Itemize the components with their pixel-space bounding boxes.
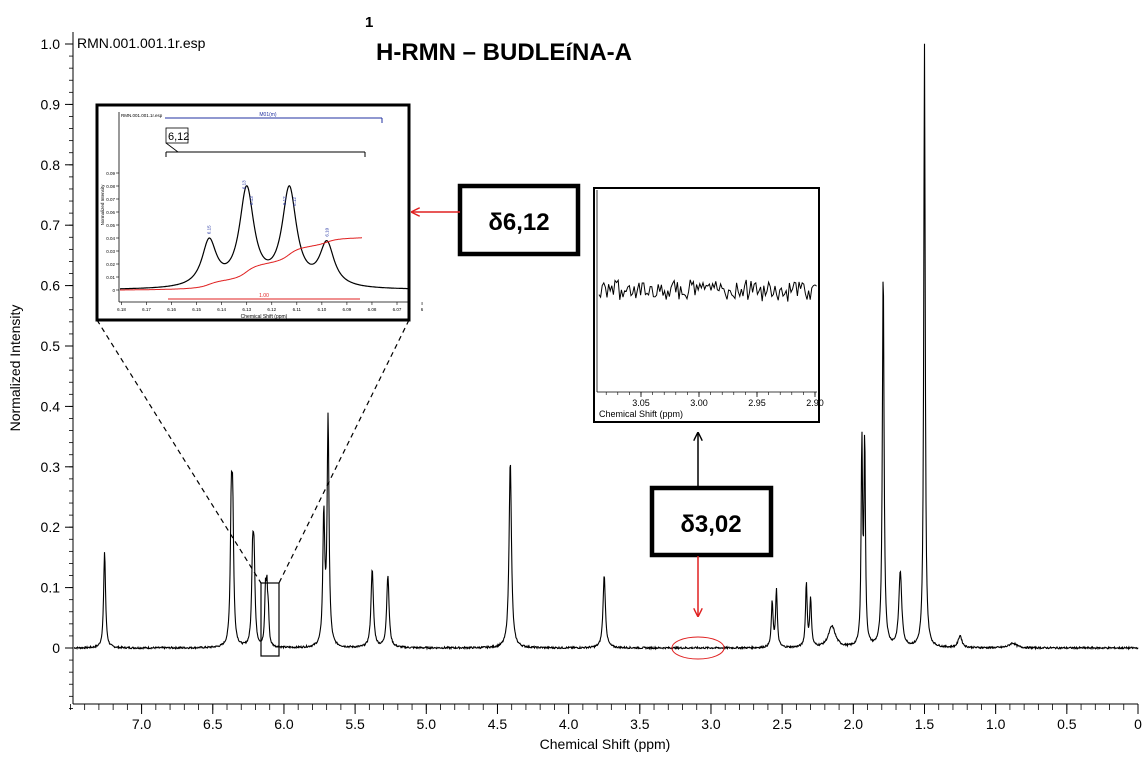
inset-6-12-integral-label: 6,12 [168,131,189,143]
inset-6-12-spectrum [120,185,409,290]
x-axis-label: Chemical Shift (ppm) [540,736,671,752]
y-tick-label: 0.4 [41,398,61,414]
inset-3-02-noise-line [598,278,817,302]
inset-6-12-x-tick-label: 6.09 [343,307,352,312]
y-ticks: 0 0.1 0.2 0.3 0.4 0.5 0.6 0.7 0.8 0.9 1.0 [41,36,73,709]
y-tick-label: 0.1 [41,580,61,596]
x-tick-label: 4.5 [488,716,508,732]
x-tick-label: 3.5 [630,716,650,732]
callout-3-02-label: δ3,02 [680,511,741,538]
x-tick-label: 6.0 [274,716,294,732]
inset-6-12-y-tick-label: 0.05 [106,223,115,228]
x-tick-label: 2.0 [844,716,864,732]
y-tick-label: 1.0 [41,36,61,52]
zoom-line-left [96,319,262,584]
x-tick-label: 1.0 [986,716,1006,732]
file-label: RMN.001.001.1r.esp [77,35,206,51]
callout-6-12-label: δ6,12 [488,209,549,236]
inset-6-12-y-tick-label: 0 [112,288,115,293]
inset-6-12-y-tick-label: 0.03 [106,249,115,254]
chart-title: H-RMN – BUDLEíNA-A [376,39,632,66]
inset-6-12-multiplet-label: M01(m) [259,112,277,118]
inset-6-12-integration-value: 1.00 [259,293,269,299]
callout-3-02-box [649,485,774,558]
inset-6-12-peak-label: 6.13 [242,180,247,189]
inset-6-12-peak-label: 6.10 [324,227,329,236]
inset-6-12-x-tick-label: 6.12 [267,307,276,312]
inset-6-12-x-tick-label: 6.14 [217,307,226,312]
x-tick-label: 3.0 [701,716,721,732]
inset-6-12-peak-label: 6.15 [207,225,212,234]
y-tick-label: 0.5 [41,338,61,354]
x-tick-label: 2.5 [772,716,792,732]
inset-3-02-frame [593,187,820,423]
inset-6-12-peak-label: 6.12 [282,196,287,205]
x-ticks: 7.0 6.5 6.0 5.5 5.0 4.5 4.0 3.5 3.0 2.5 2.0 1.5 1.0 0… [70,704,1142,732]
inset-3-02-x-tick-label: 3.00 [690,398,708,408]
y-tick-label: 0.2 [41,519,61,535]
inset-6-12-y-tick-label: 0.01 [106,275,115,280]
inset-3-02-x-tick-label: 2.95 [748,398,766,408]
inset-6-12-x-tick-label: 6.11 [293,307,302,312]
inset-6-12-integral-curve [120,237,362,291]
y-tick-label: 0.6 [41,278,61,294]
inset-6-12-integral-pointer [165,142,179,153]
inset-3-02-x-label: Chemical Shift (ppm) [599,409,683,419]
y-tick-label: 0 [52,640,60,656]
inset-6-12-x-tick-label: 6.17 [142,307,151,312]
x-tick-label: 5.5 [345,716,365,732]
inset-6-12-x-tick-label: 6.07 [393,307,402,312]
inset-6-12: 0 0.01 0.02 0.03 0.04 0.05 0.06 0.07 0.08 0.09 6.1… [95,103,424,322]
x-tick-label: 1.5 [915,716,935,732]
inset-6-12-x-tick-label: 6 [421,307,424,312]
inset-6-12-y-label: Normalized Intensity [100,184,105,226]
inset-6-12-x-tick-label: 6.13 [242,307,251,312]
inset-3-02-x-tick-label: 3.05 [632,398,650,408]
highlight-ellipse [671,636,725,660]
y-tick-label: 0.9 [41,96,61,112]
y-tick-label: 0.8 [41,157,61,173]
inset-6-12-integral-box [165,127,189,144]
x-tick-label: 6.5 [203,716,223,732]
inset-3-02: 3.05 3.00 2.95 2.90 Chemical Shift (ppm) [593,187,824,423]
zoom-line-right [278,319,410,584]
inset-6-12-x-tick-label: 6.18 [117,307,126,312]
inset-6-12-peak-label: 6.12 [292,197,297,206]
inset-6-12-x-tick-label: 6.15 [192,307,201,312]
inset-6-12-x-label: Chemical Shift (ppm) [241,314,288,320]
x-tick-label: 0 [1134,716,1142,732]
y-axis-label: Normalized Intensity [7,305,23,432]
inset-6-12-peak-label: 6.13 [249,196,254,205]
inset-6-12-x-tick-label: 6.16 [167,307,176,312]
inset-6-12-y-tick-label: 0.08 [106,184,115,189]
x-tick-label: 5.0 [417,716,437,732]
inset-6-12-y-tick-label: 0.06 [106,210,115,215]
axes [72,32,1138,705]
title-superscript: 1 [365,14,373,31]
y-tick-label: 0.7 [41,217,61,233]
inset-3-02-x-tick-label: 2.90 [806,398,824,408]
x-tick-label: 7.0 [132,716,152,732]
y-tick-label: 0.3 [41,459,61,475]
spectrum-line [73,43,1139,651]
inset-6-12-file-label: RMN.001.001.1r.esp [121,113,163,118]
x-tick-label: 4.0 [559,716,579,732]
inset-6-12-y-tick-label: 0.09 [106,171,115,176]
callout-6-12-box [457,183,581,257]
inset-6-12-x-tick-label: 6.10 [317,307,326,312]
inset-6-12-y-tick-label: 0.04 [106,236,115,241]
x-tick-label: 0.5 [1057,716,1077,732]
inset-6-12-x-tick-label: 6.08 [368,307,377,312]
selection-box [260,582,280,657]
inset-6-12-y-tick-label: 0.02 [106,262,115,267]
inset-6-12-y-tick-label: 0.07 [106,197,115,202]
